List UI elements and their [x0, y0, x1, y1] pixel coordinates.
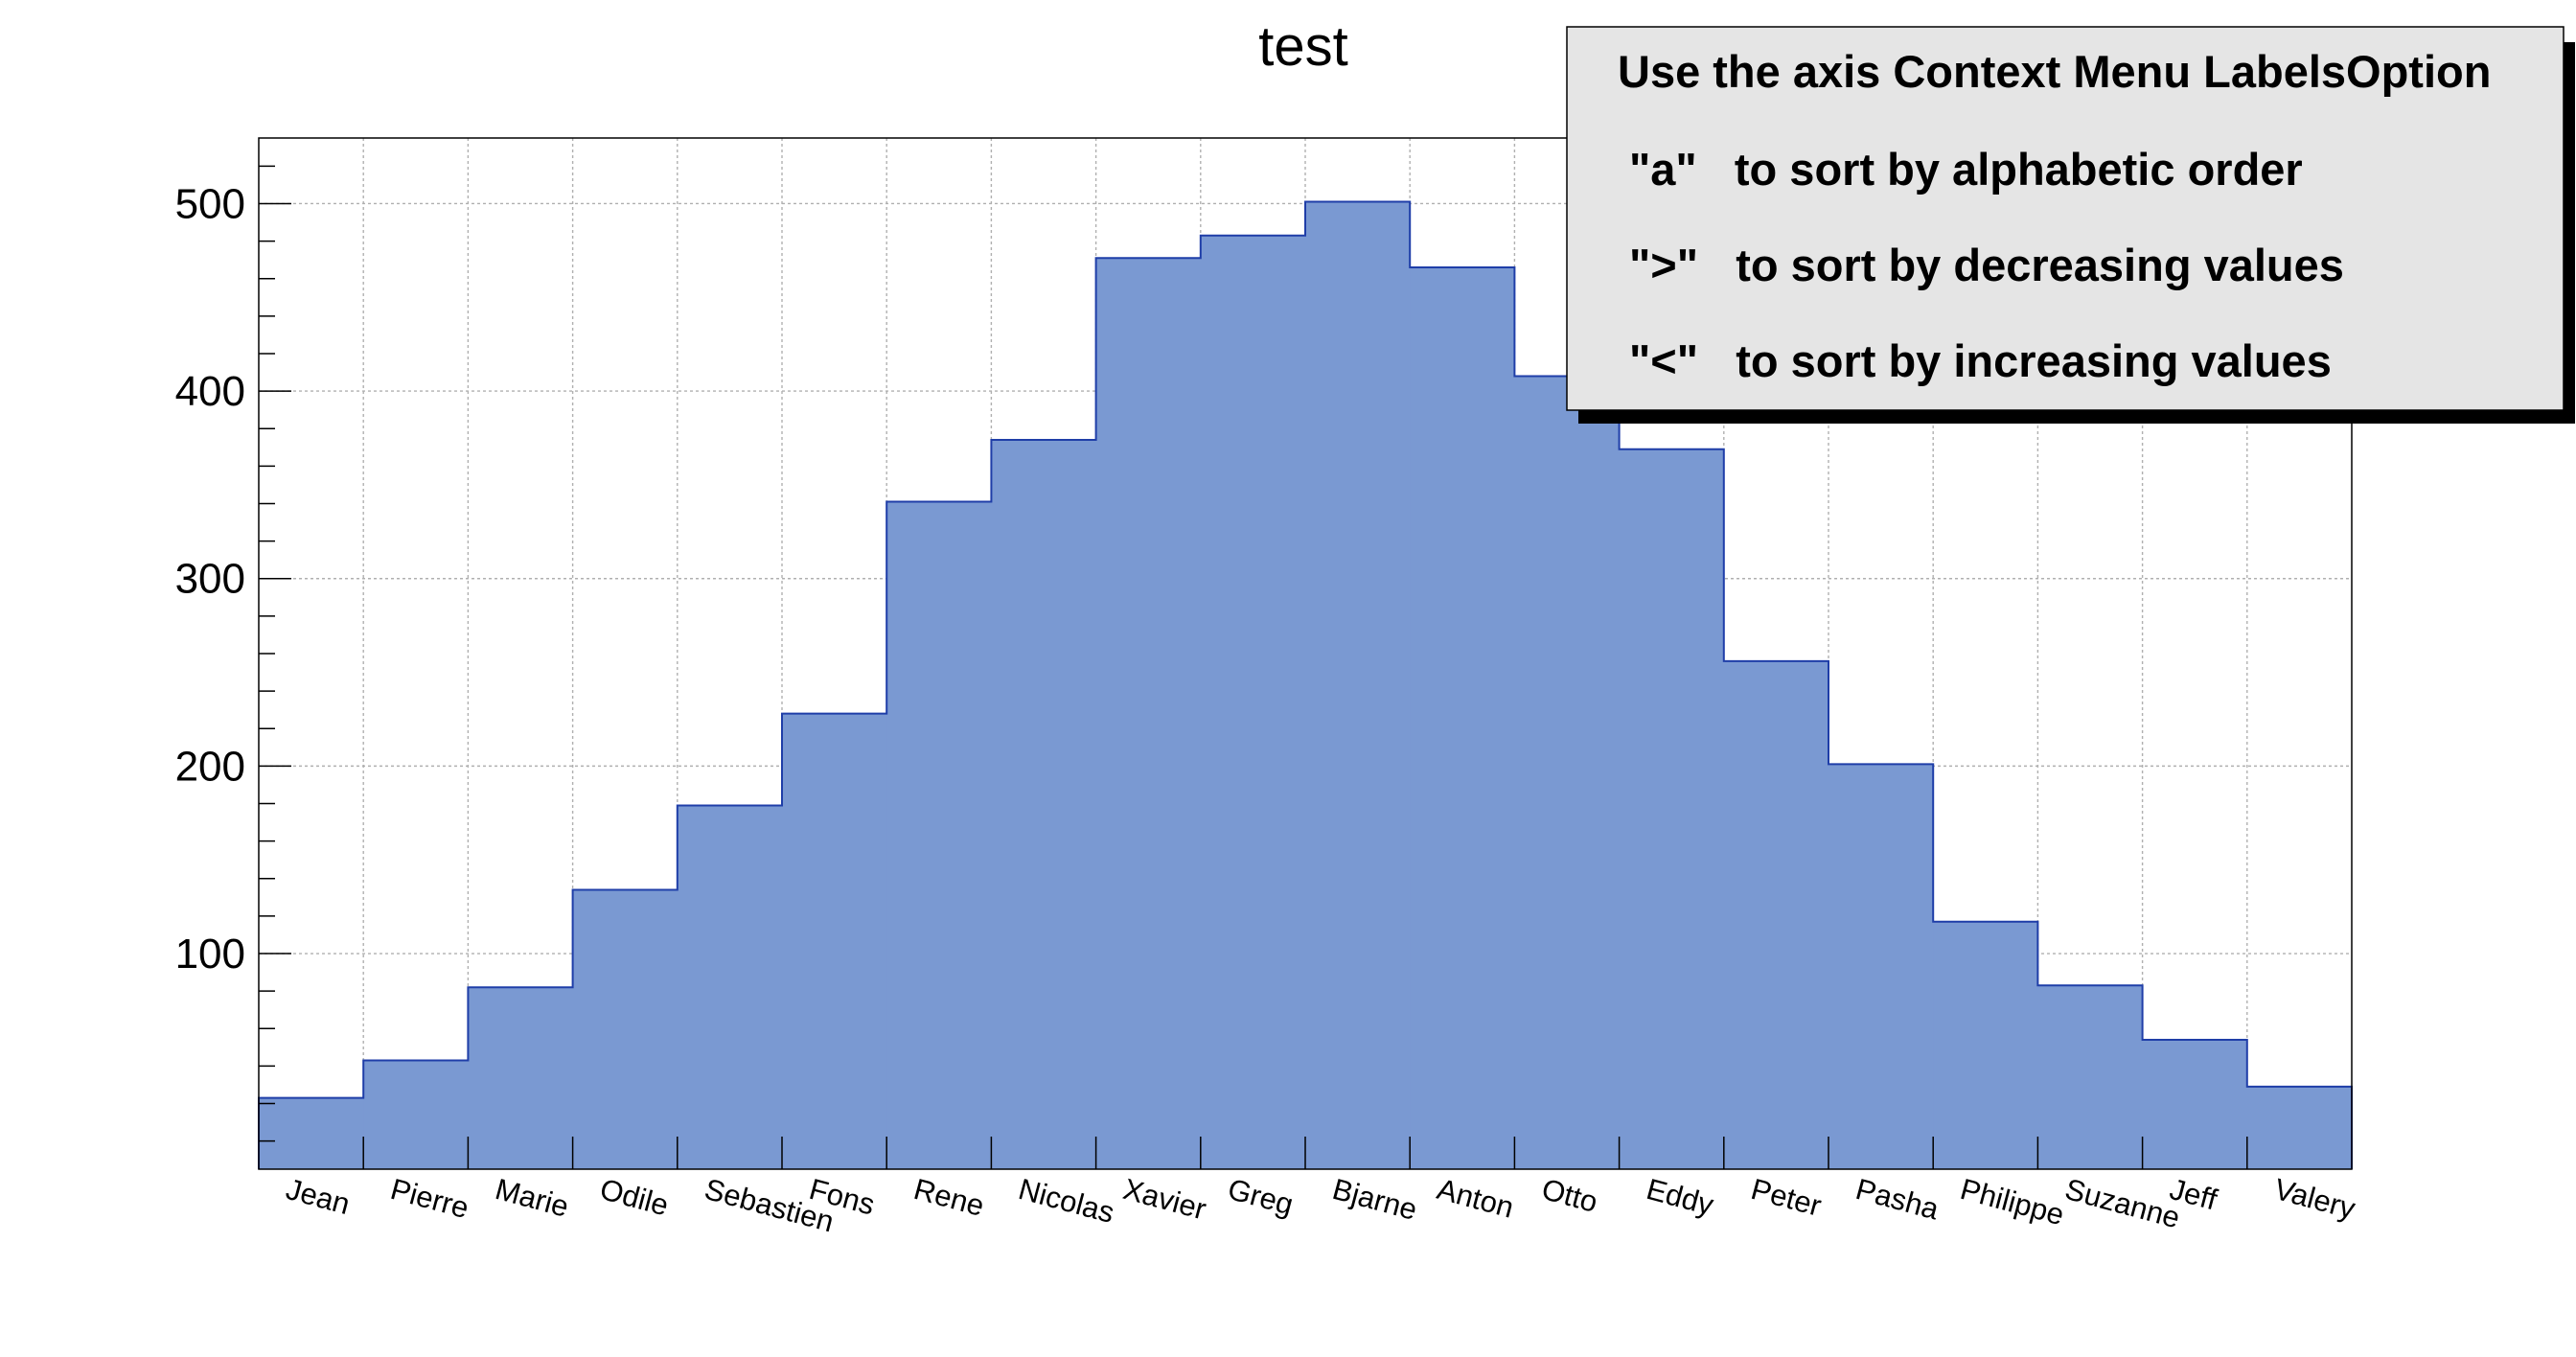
x-tick-label: Philippe — [1957, 1172, 2068, 1231]
y-tick-label: 500 — [175, 180, 245, 227]
bar-marie — [468, 987, 574, 1169]
x-tick-label: Xavier — [1119, 1172, 1209, 1227]
bar-xavier — [1095, 258, 1202, 1169]
bar-otto — [1514, 376, 1621, 1169]
bar-eddy — [1619, 448, 1725, 1170]
x-tick-label: Jean — [283, 1172, 354, 1221]
x-tick-label: Odile — [596, 1172, 672, 1223]
bar-sebastien — [677, 805, 783, 1169]
x-tick-label: Pierre — [387, 1172, 472, 1225]
bar-odile — [572, 889, 678, 1169]
bar-fons — [782, 713, 887, 1169]
x-tick-label: Greg — [1225, 1172, 1298, 1222]
y-tick-label: 400 — [175, 368, 245, 415]
x-tick-label: Bjarne — [1329, 1172, 1421, 1227]
y-tick-label: 100 — [175, 931, 245, 978]
info-box-line-increasing: "<" to sort by increasing values — [1629, 335, 2332, 386]
info-box-panel — [1566, 26, 2564, 411]
x-tick-label: Marie — [492, 1172, 572, 1224]
bar-bjarne — [1305, 201, 1411, 1169]
x-tick-label: Anton — [1434, 1172, 1517, 1225]
histogram-outline — [258, 200, 2353, 1169]
info-box-heading: Use the axis Context Menu LabelsOption — [1618, 46, 2491, 97]
bar-philippe — [1933, 921, 2038, 1169]
bar-jeff — [2142, 1040, 2248, 1169]
bar-peter — [1723, 660, 1829, 1169]
x-tick-label: Pasha — [1852, 1172, 1944, 1227]
axis-ticks — [259, 165, 2248, 1169]
x-tick-label: Rene — [910, 1172, 988, 1223]
y-tick-label: 300 — [175, 556, 245, 603]
info-box-line-alphabetic: "a" to sort by alphabetic order — [1629, 144, 2303, 195]
y-tick-label: 200 — [175, 743, 245, 790]
x-tick-label: Eddy — [1643, 1172, 1717, 1222]
bar-anton — [1410, 266, 1515, 1169]
bar-valery — [2246, 1086, 2353, 1169]
bar-pierre — [363, 1060, 469, 1169]
bar-suzanne — [2037, 985, 2144, 1169]
x-tick-label: Valery — [2271, 1172, 2359, 1226]
bar-jean — [259, 1097, 364, 1169]
info-box: Use the axis Context Menu LabelsOption "… — [1566, 26, 2575, 424]
y-axis-labels: 100 200 300 400 500 — [175, 180, 245, 978]
x-tick-label: Otto — [1538, 1172, 1601, 1219]
histogram-bars — [258, 200, 2353, 1170]
x-tick-label: Peter — [1748, 1172, 1826, 1223]
bar-pasha — [1828, 764, 1934, 1169]
bar-greg — [1200, 235, 1306, 1170]
bar-nicolas — [991, 439, 1097, 1169]
x-tick-label: Suzanne — [2061, 1172, 2183, 1234]
bar-rene — [886, 501, 992, 1169]
chart-title: test — [1258, 15, 1348, 78]
x-tick-label: Nicolas — [1015, 1172, 1117, 1230]
info-box-line-decreasing: ">" to sort by decreasing values — [1629, 240, 2344, 290]
